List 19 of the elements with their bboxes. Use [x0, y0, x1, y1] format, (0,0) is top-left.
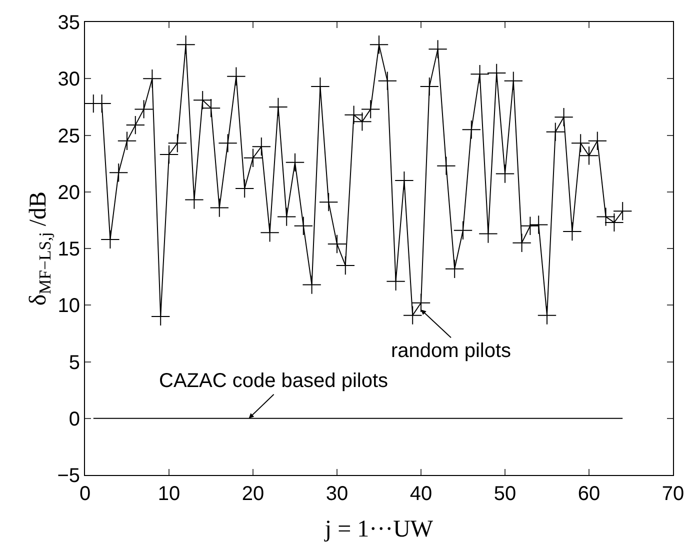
- y-tick-label: 0: [68, 408, 80, 430]
- y-tick-label: 25: [58, 125, 80, 148]
- y-tick-label: −5: [57, 465, 80, 487]
- x-tick-label: 60: [578, 483, 600, 505]
- x-tick-label: 40: [410, 483, 432, 505]
- x-tick-label: 30: [326, 483, 348, 505]
- y-tick-label: 20: [58, 182, 80, 204]
- y-tick-label: 5: [68, 352, 80, 374]
- y-tick-label: 15: [58, 238, 80, 260]
- x-tick-label: 50: [494, 483, 516, 505]
- y-tick-label: 10: [58, 295, 80, 318]
- x-tick-label: 20: [242, 483, 264, 505]
- x-tick-label: 10: [158, 483, 180, 505]
- x-axis-title: j = 1···UW: [324, 516, 434, 542]
- annotation: random pilots: [391, 340, 512, 362]
- annotation: CAZAC code based pilots: [159, 370, 388, 392]
- y-tick-label: 35: [58, 12, 80, 34]
- y-tick-label: 30: [58, 68, 80, 91]
- x-tick-label: 70: [662, 483, 684, 505]
